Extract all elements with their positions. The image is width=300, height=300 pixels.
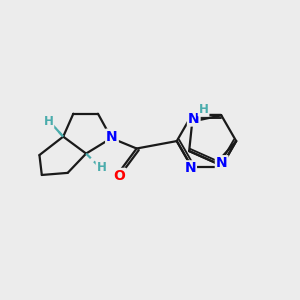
Text: H: H xyxy=(97,161,106,174)
Text: N: N xyxy=(188,112,200,126)
Text: N: N xyxy=(106,130,118,144)
Text: H: H xyxy=(199,103,208,116)
Text: O: O xyxy=(114,169,126,183)
Text: H: H xyxy=(44,115,53,128)
Text: N: N xyxy=(216,156,227,170)
Text: N: N xyxy=(184,161,196,175)
